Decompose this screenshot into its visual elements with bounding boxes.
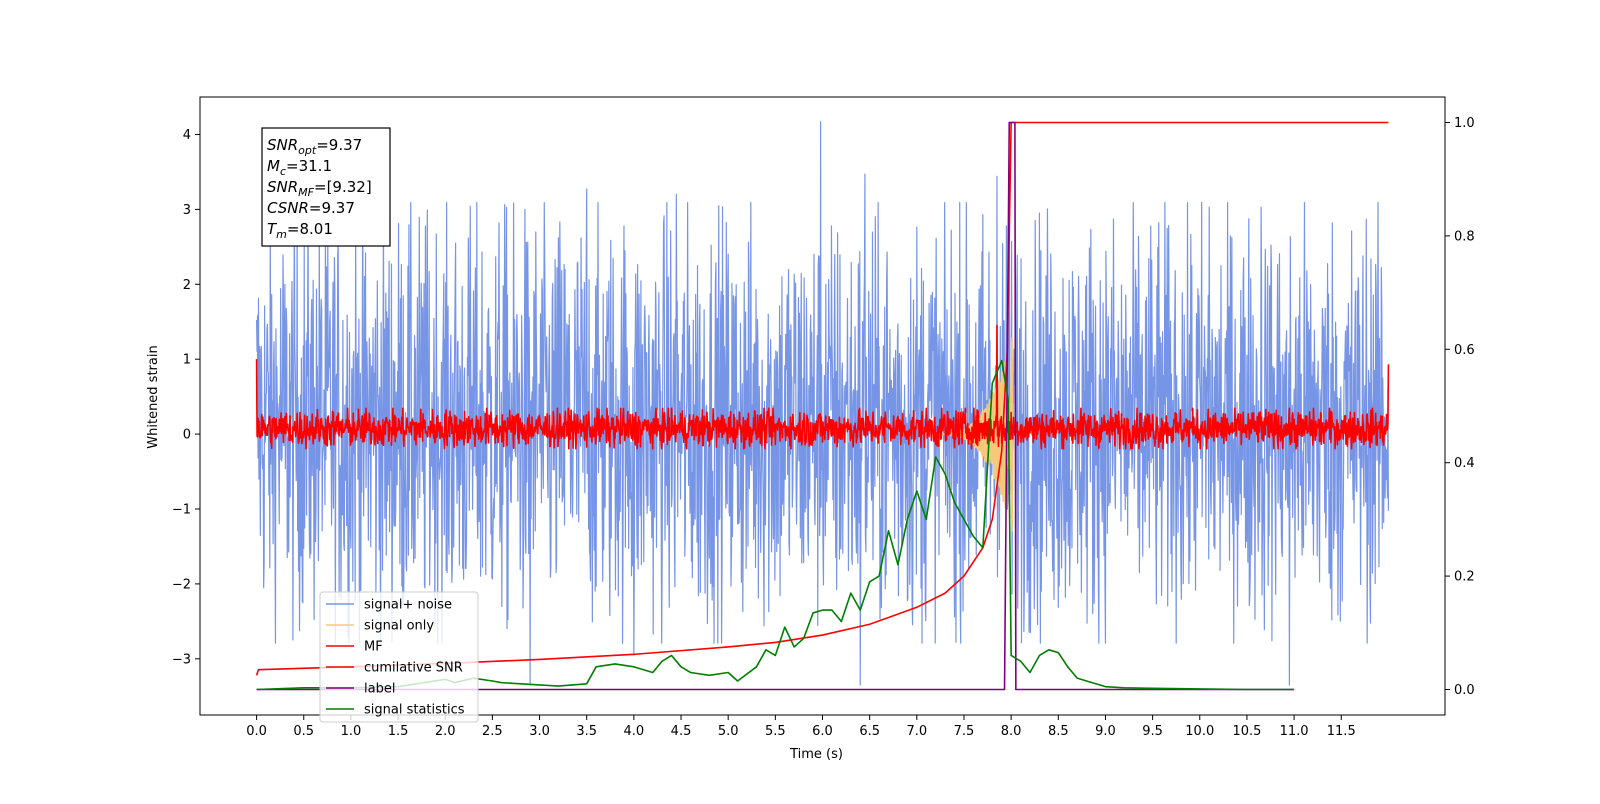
- x-tick-label: 5.5: [765, 724, 786, 739]
- legend-label-4: label: [364, 682, 395, 697]
- y-tick-label: −2: [172, 577, 191, 592]
- y2-tick-label: 0.8: [1454, 229, 1475, 244]
- x-tick-label: 0.5: [293, 724, 314, 739]
- x-tick-label: 9.5: [1142, 724, 1163, 739]
- info-line-3: CSNR=9.37: [267, 199, 355, 217]
- y-axis-label: Whitened strain: [146, 345, 161, 448]
- legend-label-1: signal only: [364, 619, 434, 634]
- y-tick-label: 4: [183, 128, 191, 143]
- series-line-2: [255, 324, 1390, 450]
- info-line-value: =8.01: [287, 220, 333, 238]
- x-tick-label: 8.0: [1001, 724, 1022, 739]
- legend-frame: [319, 591, 479, 723]
- info-line-subscript: c: [280, 165, 286, 178]
- info-box: SNRopt=9.37Mc=31.1SNRMF=[9.32]CSNR=9.37T…: [261, 127, 391, 247]
- info-line-4: Tm=8.01: [267, 220, 333, 241]
- info-line-subscript: m: [276, 228, 287, 241]
- x-tick-label: 2.0: [435, 724, 456, 739]
- legend-label-2: MF: [364, 640, 383, 655]
- legend-label-5: signal statistics: [364, 703, 465, 718]
- axes-layer: 0.0 0.5 1.0 1.5 2.0 2.5 3.0 3.5 4.0 4.5 5.0 5.5 6.0 6…: [172, 96, 1475, 739]
- y-tick-label: 3: [183, 203, 191, 218]
- x-tick-label: 11.0: [1280, 724, 1309, 739]
- x-tick-label: 1.5: [388, 724, 409, 739]
- x-tick-label: 7.0: [906, 724, 927, 739]
- info-line-symbol: SNR: [267, 136, 298, 154]
- x-tick-label: 6.0: [812, 724, 833, 739]
- y2-tick-label: 0.6: [1454, 343, 1475, 358]
- legend-label-0: signal+ noise: [364, 598, 452, 613]
- x-tick-label: 4.0: [624, 724, 645, 739]
- x-tick-label: 11.5: [1327, 724, 1356, 739]
- y2-tick-label: 1.0: [1454, 116, 1475, 131]
- legend: signal+ noise signal only MF cumilative SNR…: [319, 591, 479, 723]
- info-line-symbol: CSNR: [267, 199, 309, 217]
- info-line-2: SNRMF=[9.32]: [267, 178, 372, 199]
- y2-tick-label: 0.4: [1454, 456, 1475, 471]
- x-tick-label: 9.0: [1095, 724, 1116, 739]
- x-tick-label: 10.0: [1185, 724, 1214, 739]
- info-line-0: SNRopt=9.37: [267, 136, 362, 157]
- x-tick-label: 6.5: [859, 724, 880, 739]
- x-axis-label: Time (s): [789, 747, 843, 762]
- y-tick-label: 2: [183, 278, 191, 293]
- info-line-subscript: opt: [298, 144, 317, 157]
- x-tick-label: 4.5: [671, 724, 692, 739]
- x-tick-label: 3.0: [529, 724, 550, 739]
- series-line-5: [256, 359, 1295, 691]
- x-tick-label: 1.0: [341, 724, 362, 739]
- y2-tick-label: 0.0: [1454, 683, 1475, 698]
- info-box-frame: [261, 127, 391, 247]
- info-line-symbol: T: [267, 220, 278, 238]
- legend-label-3: cumilative SNR: [364, 661, 463, 676]
- info-line-value: =9.37: [316, 136, 362, 154]
- info-line-value: =31.1: [286, 157, 332, 175]
- x-tick-label: 7.5: [954, 724, 975, 739]
- x-tick-label: 10.5: [1232, 724, 1261, 739]
- y-tick-label: 1: [183, 353, 191, 368]
- x-tick-label: 3.5: [576, 724, 597, 739]
- x-tick-label: 2.5: [482, 724, 503, 739]
- info-line-symbol: SNR: [267, 178, 298, 196]
- y-tick-label: −3: [172, 652, 191, 667]
- y-tick-label: 0: [183, 428, 191, 443]
- x-tick-label: 5.0: [718, 724, 739, 739]
- info-line-1: Mc=31.1: [267, 157, 332, 178]
- info-line-subscript: MF: [298, 186, 314, 199]
- x-tick-label: 8.5: [1048, 724, 1069, 739]
- series-line-4: [256, 121, 1295, 691]
- info-line-value: =[9.32]: [314, 178, 372, 196]
- y-tick-label: −1: [172, 503, 191, 518]
- x-tick-label: 0.0: [246, 724, 267, 739]
- info-line-symbol: M: [267, 157, 280, 175]
- info-line-value: =9.37: [309, 199, 355, 217]
- y2-tick-label: 0.2: [1454, 570, 1475, 585]
